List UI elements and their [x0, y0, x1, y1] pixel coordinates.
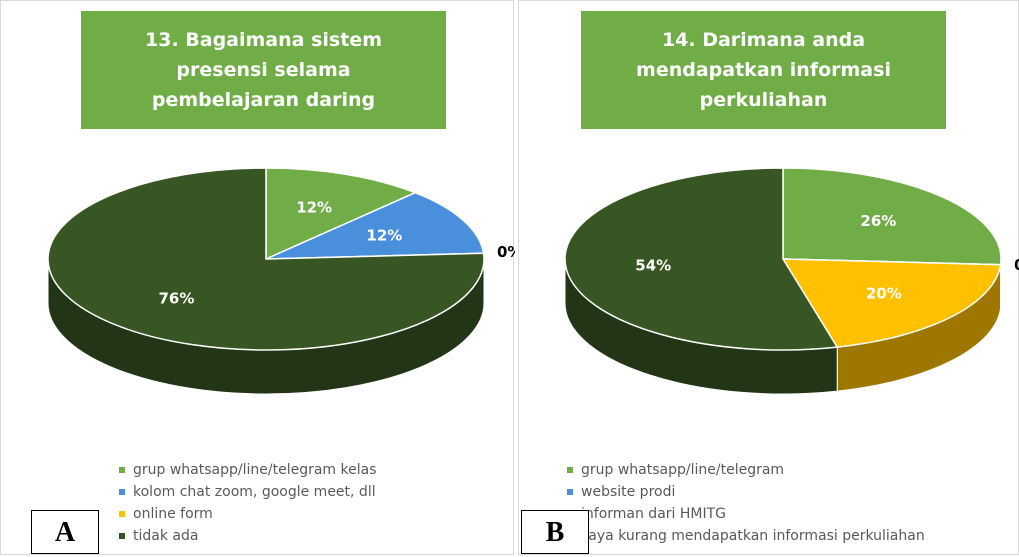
legend: grup whatsapp/line/telegram kelas kolom c… — [119, 459, 377, 547]
legend-swatch — [567, 467, 573, 473]
pie-slice — [564, 167, 839, 351]
pie-slice — [781, 258, 1002, 348]
legend: grup whatsapp/line/telegram website prodi… — [567, 459, 925, 547]
legend-entry: grup whatsapp/line/telegram kelas — [119, 459, 377, 481]
chart-title: 14. Darimana anda mendapatkan informasi … — [581, 11, 946, 129]
panel-label: B — [521, 510, 589, 554]
chart-panel: 13. Bagaimana sistem presensi selama pem… — [0, 0, 515, 555]
data-label: 54% — [635, 256, 671, 274]
legend-entry: grup whatsapp/line/telegram — [567, 459, 925, 481]
legend-label: grup whatsapp/line/telegram — [581, 462, 785, 478]
data-label: 0% — [1014, 256, 1019, 274]
legend-label: online form — [133, 506, 213, 522]
legend-swatch — [119, 511, 125, 517]
legend-entry: informan dari HMITG — [567, 503, 925, 525]
legend-label: tidak ada — [133, 528, 199, 544]
pie-chart: 12% 12% 0% 76% — [47, 167, 515, 395]
legend-label: grup whatsapp/line/telegram kelas — [133, 462, 377, 478]
chart-title: 13. Bagaimana sistem presensi selama pem… — [81, 11, 446, 129]
legend-swatch — [119, 533, 125, 539]
data-label: 26% — [860, 212, 896, 230]
legend-swatch — [567, 489, 573, 495]
legend-label: informan dari HMITG — [581, 506, 727, 522]
pie-slice — [265, 167, 418, 261]
data-label: 0% — [497, 243, 515, 261]
legend-entry: website prodi — [567, 481, 925, 503]
chart-panel: 14. Darimana anda mendapatkan informasi … — [518, 0, 1019, 555]
data-label: 12% — [366, 226, 402, 244]
pie-slice — [782, 167, 1002, 266]
legend-label: kolom chat zoom, google meet, dll — [133, 484, 376, 500]
data-label: 20% — [866, 284, 902, 302]
legend-swatch — [119, 489, 125, 495]
pie-slice — [265, 191, 485, 260]
legend-swatch — [119, 467, 125, 473]
legend-entry: tidak ada — [119, 525, 377, 547]
legend-entry: online form — [119, 503, 377, 525]
pie-slice — [47, 167, 485, 351]
legend-entry: kolom chat zoom, google meet, dll — [119, 481, 377, 503]
pie-chart: 26% 0% 20% 54% — [564, 167, 1019, 395]
legend-entry: saya kurang mendapatkan informasi perkul… — [567, 525, 925, 547]
data-label: 76% — [159, 289, 195, 307]
data-label: 12% — [296, 199, 332, 217]
legend-label: website prodi — [581, 484, 676, 500]
legend-label: saya kurang mendapatkan informasi perkul… — [581, 528, 925, 544]
panel-label: A — [31, 510, 99, 554]
